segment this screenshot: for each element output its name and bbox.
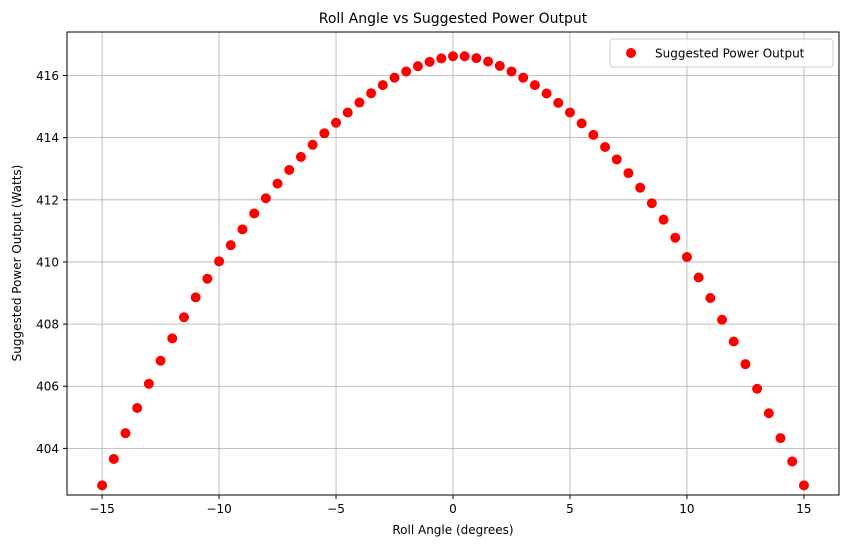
data-point — [787, 456, 798, 467]
data-point — [132, 402, 143, 413]
y-tick-label: 404 — [36, 442, 59, 456]
data-point — [389, 72, 400, 83]
data-point — [494, 60, 505, 71]
legend: Suggested Power Output — [609, 38, 834, 68]
y-tick-label: 408 — [36, 318, 59, 332]
data-point — [237, 224, 248, 235]
data-point — [670, 232, 681, 243]
data-point — [553, 97, 564, 108]
data-point — [576, 118, 587, 129]
data-point — [658, 214, 669, 225]
axis-ticks: −15 −10 −5 0 5 10 15 404 406 408 410 412 414 416 — [36, 69, 811, 516]
data-point — [623, 168, 634, 179]
x-tick-label: 0 — [449, 502, 457, 516]
data-point — [705, 292, 716, 303]
chart-title: Roll Angle vs Suggested Power Output — [319, 11, 588, 27]
data-point — [588, 129, 599, 140]
data-point — [155, 355, 166, 366]
data-point — [342, 107, 353, 118]
data-point — [471, 53, 482, 64]
data-point — [635, 182, 646, 193]
x-tick-label: 5 — [566, 502, 574, 516]
x-axis-label: Roll Angle (degrees) — [392, 523, 513, 537]
data-point — [448, 51, 458, 62]
data-point — [190, 292, 201, 303]
x-tick-label: −5 — [327, 502, 345, 516]
data-point — [506, 66, 517, 77]
data-point — [541, 88, 552, 99]
data-point — [763, 408, 774, 419]
data-point — [354, 97, 365, 108]
legend-marker — [626, 48, 636, 58]
data-point — [295, 151, 306, 162]
data-point — [319, 128, 330, 139]
x-tick-label: −15 — [89, 502, 114, 516]
data-point — [377, 80, 388, 91]
data-point — [752, 383, 763, 394]
data-point — [518, 72, 529, 83]
data-point — [97, 480, 108, 491]
data-point — [214, 256, 225, 267]
grid — [67, 32, 839, 495]
legend-box — [609, 38, 834, 68]
data-point — [646, 198, 657, 209]
data-point — [143, 378, 154, 389]
x-tick-label: 15 — [796, 502, 811, 516]
data-point — [693, 272, 704, 283]
y-tick-label: 414 — [36, 131, 59, 145]
data-point — [424, 56, 435, 67]
data-point — [120, 428, 131, 439]
data-point — [249, 208, 260, 219]
y-tick-label: 410 — [36, 255, 59, 269]
data-point — [775, 433, 786, 444]
data-point — [529, 80, 540, 91]
data-point — [178, 312, 189, 323]
data-point — [459, 51, 470, 62]
y-tick-label: 406 — [36, 380, 59, 394]
data-point — [564, 107, 575, 118]
data-point — [272, 178, 283, 189]
data-points — [97, 51, 809, 491]
y-tick-label: 412 — [36, 193, 59, 207]
data-point — [366, 88, 377, 99]
data-point — [202, 273, 213, 284]
data-point — [728, 336, 739, 347]
data-point — [331, 117, 342, 128]
data-point — [307, 139, 318, 150]
data-point — [284, 164, 295, 175]
data-point — [717, 314, 728, 325]
data-point — [611, 154, 622, 165]
data-point — [167, 333, 178, 344]
data-point — [798, 480, 809, 491]
x-tick-label: 10 — [679, 502, 694, 516]
legend-label: Suggested Power Output — [655, 47, 805, 61]
y-tick-label: 416 — [36, 69, 59, 83]
data-point — [436, 53, 447, 64]
data-point — [225, 240, 236, 251]
data-point — [401, 66, 412, 77]
data-point — [681, 251, 692, 262]
data-point — [260, 193, 271, 204]
x-tick-label: −10 — [206, 502, 231, 516]
data-point — [483, 56, 494, 67]
data-point — [412, 61, 423, 72]
y-axis-label: Suggested Power Output (Watts) — [10, 165, 24, 362]
data-point — [108, 453, 119, 464]
data-point — [740, 359, 751, 370]
data-point — [600, 141, 611, 152]
